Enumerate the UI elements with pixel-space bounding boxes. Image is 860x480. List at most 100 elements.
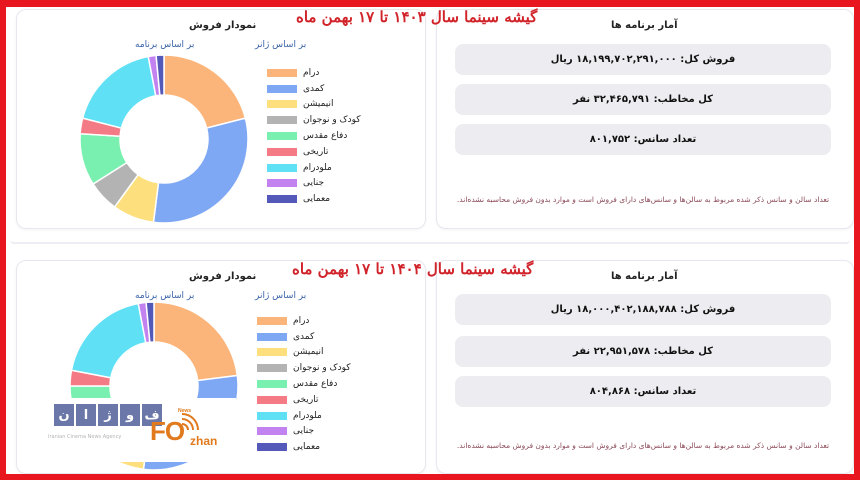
logo-letter-tile: ف <box>142 404 162 426</box>
legend-item[interactable]: دفاع مقدس <box>267 128 397 144</box>
legend-label: انیمیشن <box>303 99 334 110</box>
legend-label: کمدی <box>303 83 325 94</box>
total-sales: فروش کل: ۱۸,۰۰۰,۴۰۲,۱۸۸,۷۸۸ ریال <box>455 294 831 325</box>
session-count: تعداد سانس: ۸۰۱,۷۵۲ <box>455 124 831 155</box>
legend-item[interactable]: کودک و نوجوان <box>267 112 397 128</box>
total-sales: فروش کل: ۱۸,۱۹۹,۷۰۲,۲۹۱,۰۰۰ ریال <box>455 44 831 75</box>
session-count: تعداد سانس: ۸۰۴,۸۶۸ <box>455 376 831 407</box>
legend-swatch <box>257 411 287 420</box>
tab-by-genre[interactable]: بر اساس ژانر <box>255 40 307 50</box>
chart-legend: درام کمدی انیمیشن کودک و نوجوان دفاع مقدس تار… <box>267 65 397 207</box>
legend-swatch <box>267 147 297 156</box>
legend-swatch <box>257 395 287 404</box>
legend-item[interactable]: ملودرام <box>257 408 387 424</box>
legend-label: تاریخی <box>303 146 329 157</box>
legend-item[interactable]: ملودرام <box>267 160 397 176</box>
legend-item[interactable]: تاریخی <box>257 392 387 408</box>
logo-letter-tile: ژ <box>98 404 118 426</box>
logo-news-text: News <box>178 408 192 414</box>
legend-item[interactable]: کودک و نوجوان <box>257 360 387 376</box>
legend-item[interactable]: معمایی <box>257 439 387 455</box>
donut-slice[interactable] <box>70 302 147 379</box>
legend-item[interactable]: درام <box>257 313 387 329</box>
stats-title: آمار برنامه ها <box>611 20 678 31</box>
total-audience: کل مخاطب: ۲۲,۹۵۱,۵۷۸ نفر <box>455 336 831 367</box>
legend-label: درام <box>293 315 310 326</box>
legend-item[interactable]: دفاع مقدس <box>257 376 387 392</box>
logo-fo-text: FO <box>150 416 185 446</box>
legend-label: تاریخی <box>293 394 319 405</box>
program-stats-card: آمار برنامه ها فروش کل: ۱۸,۱۹۹,۷۰۲,۲۹۱,۰… <box>436 9 854 229</box>
legend-swatch <box>267 116 297 125</box>
stats-title: آمار برنامه ها <box>611 271 678 282</box>
legend-label: جنایی <box>293 426 315 437</box>
donut-slice[interactable] <box>81 55 157 129</box>
donut-slice[interactable] <box>152 117 249 224</box>
legend-swatch <box>267 163 297 172</box>
donut-slice[interactable] <box>145 301 155 344</box>
legend-label: ملودرام <box>293 410 322 421</box>
logo-letter-tile: و <box>120 404 140 426</box>
legend-swatch <box>267 195 297 204</box>
logo-zhan-text: zhan <box>190 434 218 448</box>
section-divider <box>10 240 850 244</box>
legend-swatch <box>257 380 287 389</box>
legend-item[interactable]: کمدی <box>257 329 387 345</box>
stats-note: تعداد سالن و سانس ذکر شده مربوط به سالن‌… <box>456 441 830 450</box>
legend-label: کودک و نوجوان <box>303 115 361 126</box>
legend-item[interactable]: کمدی <box>267 81 397 97</box>
legend-swatch <box>267 100 297 109</box>
chart-legend: درام کمدی انیمیشن کودک و نوجوان دفاع مقدس تار… <box>257 313 387 455</box>
legend-swatch <box>257 348 287 357</box>
logo-letter-tile: ن <box>54 404 74 426</box>
legend-label: کمدی <box>293 331 315 342</box>
tab-by-genre[interactable]: بر اساس ژانر <box>255 291 307 301</box>
legend-label: کودک و نوجوان <box>293 363 351 374</box>
donut-slice[interactable] <box>163 54 247 129</box>
legend-item[interactable]: جنایی <box>257 424 387 440</box>
legend-label: معمایی <box>303 194 331 205</box>
section-headline: گیشه سینما سال ۱۴۰۴ تا ۱۷ بهمن ماه <box>292 260 534 278</box>
sales-chart-card: نمودار فروش بر اساس ژانر بر اساس برنامه … <box>16 9 426 229</box>
legend-label: ملودرام <box>303 162 332 173</box>
total-audience: کل مخاطب: ۳۲,۴۶۵,۷۹۱ نفر <box>455 84 831 115</box>
legend-swatch <box>267 132 297 141</box>
legend-swatch <box>257 443 287 452</box>
legend-swatch <box>257 364 287 373</box>
legend-item[interactable]: معمایی <box>267 191 397 207</box>
legend-label: دفاع مقدس <box>293 379 338 390</box>
tab-by-program[interactable]: بر اساس برنامه <box>135 291 195 301</box>
donut-slice[interactable] <box>155 54 165 97</box>
legend-item[interactable]: انیمیشن <box>267 97 397 113</box>
stats-note: تعداد سالن و سانس ذکر شده مربوط به سالن‌… <box>456 195 830 204</box>
legend-swatch <box>267 179 297 188</box>
chart-title: نمودار فروش <box>189 20 257 31</box>
section-headline: گیشه سینما سال ۱۴۰۳ تا ۱۷ بهمن ماه <box>296 8 538 26</box>
legend-label: جنایی <box>303 178 325 189</box>
tab-by-program[interactable]: بر اساس برنامه <box>135 40 195 50</box>
chart-title: نمودار فروش <box>189 271 257 282</box>
legend-label: معمایی <box>293 442 321 453</box>
donut-chart[interactable] <box>69 54 259 224</box>
legend-item[interactable]: تاریخی <box>267 144 397 160</box>
legend-swatch <box>257 332 287 341</box>
fozhan-logo: News FO zhan <box>150 408 236 454</box>
legend-swatch <box>267 68 297 77</box>
legend-swatch <box>257 316 287 325</box>
legend-swatch <box>267 84 297 93</box>
legend-item[interactable]: جنایی <box>267 176 397 192</box>
legend-label: انیمیشن <box>293 347 324 358</box>
legend-label: دفاع مقدس <box>303 131 348 142</box>
legend-label: درام <box>303 67 320 78</box>
donut-slice[interactable] <box>153 301 239 382</box>
legend-item[interactable]: انیمیشن <box>257 345 387 361</box>
legend-swatch <box>257 427 287 436</box>
logo-letter-tile: ا <box>76 404 96 426</box>
section-1403: گیشه سینما سال ۱۴۰۳ تا ۱۷ بهمن ماه نمودا… <box>6 7 854 239</box>
program-stats-card: آمار برنامه ها فروش کل: ۱۸,۰۰۰,۴۰۲,۱۸۸,۷… <box>436 260 854 474</box>
legend-item[interactable]: درام <box>267 65 397 81</box>
watermark-subtitle: Iranian Cinema News Agency <box>48 434 122 440</box>
broadcast-waves-icon <box>181 413 199 431</box>
